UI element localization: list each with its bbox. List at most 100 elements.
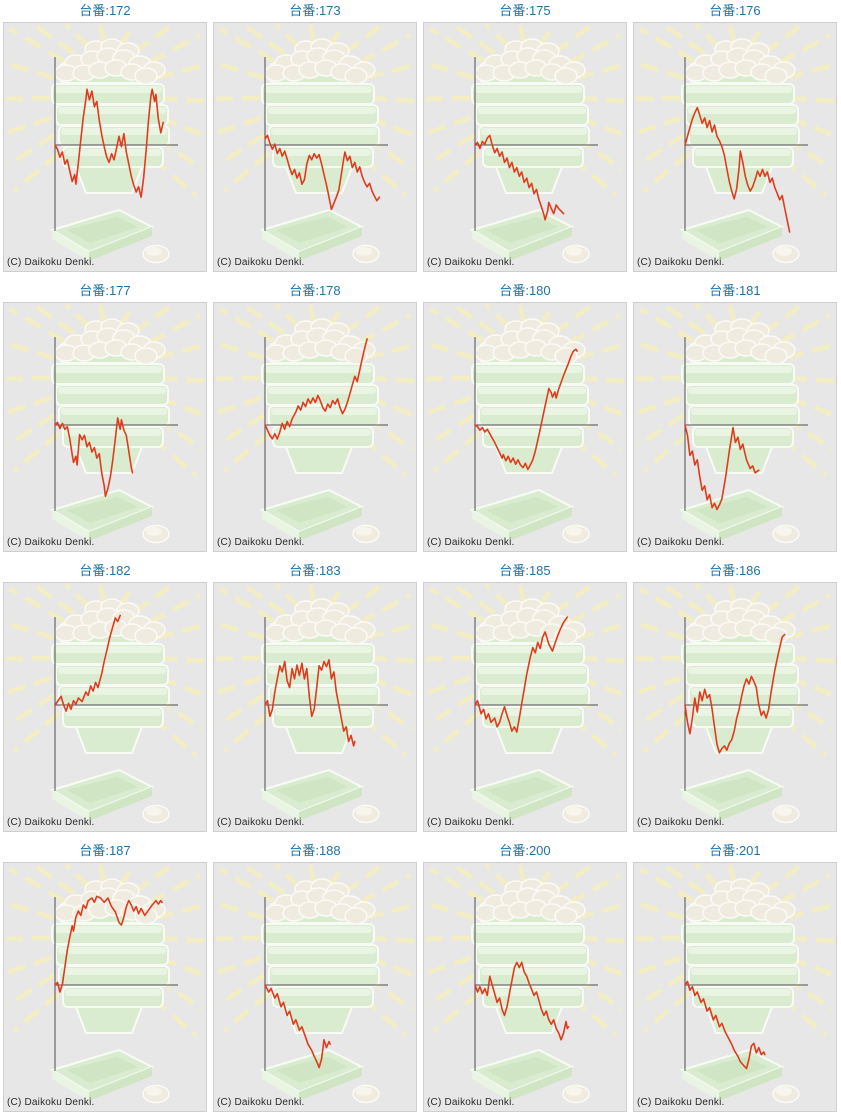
machine-panel: 台番:180 (C) Daikoku Denki.	[420, 280, 630, 560]
slump-graph-canvas	[634, 23, 836, 271]
copyright-label: (C) Daikoku Denki.	[637, 537, 725, 548]
slump-graph-canvas	[214, 303, 416, 551]
pachinko-watermark	[636, 305, 834, 543]
slump-graph-canvas	[634, 583, 836, 831]
copyright-label: (C) Daikoku Denki.	[637, 257, 725, 268]
graph-axes	[474, 897, 598, 1071]
machine-panel: 台番:201 (C) Daikoku Denki.	[630, 840, 840, 1120]
slump-graph: (C) Daikoku Denki.	[633, 862, 837, 1112]
slump-graph-canvas	[4, 863, 206, 1111]
slump-line-series	[54, 417, 134, 498]
copyright-label: (C) Daikoku Denki.	[7, 537, 95, 548]
machine-title[interactable]: 台番:186	[709, 563, 761, 578]
slump-graph: (C) Daikoku Denki.	[423, 862, 627, 1112]
copyright-label: (C) Daikoku Denki.	[637, 817, 725, 828]
machine-panel: 台番:176 (C) Daikoku Denki.	[630, 0, 840, 280]
copyright-label: (C) Daikoku Denki.	[637, 1097, 725, 1108]
machine-title[interactable]: 台番:182	[79, 563, 131, 578]
machine-panel: 台番:182 (C) Daikoku Denki.	[0, 560, 210, 840]
machine-title[interactable]: 台番:185	[499, 563, 551, 578]
slump-line-series	[474, 134, 565, 221]
slump-graph-canvas	[634, 863, 836, 1111]
slump-graph: (C) Daikoku Denki.	[423, 582, 627, 832]
pachinko-watermark	[216, 305, 414, 543]
slump-line-series	[684, 106, 791, 233]
slump-graph-canvas	[424, 863, 626, 1111]
pachinko-watermark	[216, 25, 414, 263]
slump-graph-canvas	[424, 23, 626, 271]
slump-line-series	[264, 338, 368, 440]
slump-graph-canvas	[4, 583, 206, 831]
copyright-label: (C) Daikoku Denki.	[7, 817, 95, 828]
machine-panel: 台番:175 (C) Daikoku Denki.	[420, 0, 630, 280]
slump-graph-canvas	[424, 303, 626, 551]
machine-panel: 台番:172 (C) Daikoku Denki.	[0, 0, 210, 280]
copyright-label: (C) Daikoku Denki.	[217, 537, 305, 548]
slump-graph: (C) Daikoku Denki.	[633, 302, 837, 552]
machine-panel: 台番:177 (C) Daikoku Denki.	[0, 280, 210, 560]
copyright-label: (C) Daikoku Denki.	[217, 817, 305, 828]
slump-line-series	[474, 961, 570, 1041]
machine-title[interactable]: 台番:173	[289, 3, 341, 18]
machine-title[interactable]: 台番:183	[289, 563, 341, 578]
graph-axes	[684, 337, 808, 511]
machine-title[interactable]: 台番:175	[499, 3, 551, 18]
slump-graph: (C) Daikoku Denki.	[633, 22, 837, 272]
slump-graph: (C) Daikoku Denki.	[213, 582, 417, 832]
machine-panel: 台番:185 (C) Daikoku Denki.	[420, 560, 630, 840]
graph-axes	[474, 337, 598, 511]
machine-panel: 台番:181 (C) Daikoku Denki.	[630, 280, 840, 560]
machine-title[interactable]: 台番:172	[79, 3, 131, 18]
slump-graph: (C) Daikoku Denki.	[3, 302, 207, 552]
machine-panel: 台番:200 (C) Daikoku Denki.	[420, 840, 630, 1120]
machine-title[interactable]: 台番:178	[289, 283, 341, 298]
slump-graph: (C) Daikoku Denki.	[3, 862, 207, 1112]
machine-panel: 台番:186 (C) Daikoku Denki.	[630, 560, 840, 840]
slump-graph-canvas	[4, 23, 206, 271]
machine-title[interactable]: 台番:177	[79, 283, 131, 298]
slump-graph-canvas	[634, 303, 836, 551]
slump-graph-canvas	[214, 863, 416, 1111]
copyright-label: (C) Daikoku Denki.	[427, 537, 515, 548]
copyright-label: (C) Daikoku Denki.	[427, 257, 515, 268]
pachinko-watermark	[636, 865, 834, 1103]
slump-line-series	[684, 980, 766, 1070]
copyright-label: (C) Daikoku Denki.	[427, 1097, 515, 1108]
slump-graph-canvas	[424, 583, 626, 831]
slump-graph: (C) Daikoku Denki.	[423, 22, 627, 272]
pachinko-watermark	[426, 865, 624, 1103]
pachinko-watermark	[6, 25, 204, 263]
slump-line-series	[264, 659, 356, 747]
machine-title[interactable]: 台番:176	[709, 3, 761, 18]
machine-panel: 台番:187 (C) Daikoku Denki.	[0, 840, 210, 1120]
machine-title[interactable]: 台番:201	[709, 843, 761, 858]
copyright-label: (C) Daikoku Denki.	[427, 817, 515, 828]
machine-panel: 台番:178 (C) Daikoku Denki.	[210, 280, 420, 560]
slump-graph-canvas	[214, 23, 416, 271]
slump-graph: (C) Daikoku Denki.	[3, 22, 207, 272]
slump-graph-canvas	[214, 583, 416, 831]
slump-line-series	[54, 614, 121, 712]
slump-line-series	[474, 616, 569, 733]
pachinko-watermark	[6, 305, 204, 543]
machine-title[interactable]: 台番:180	[499, 283, 551, 298]
pachinko-watermark	[216, 865, 414, 1103]
slump-line-series	[474, 348, 578, 471]
slump-line-series	[54, 88, 164, 198]
pachinko-watermark	[636, 25, 834, 263]
slump-line-series	[684, 424, 760, 511]
slump-graph: (C) Daikoku Denki.	[633, 582, 837, 832]
machine-title[interactable]: 台番:181	[709, 283, 761, 298]
copyright-label: (C) Daikoku Denki.	[217, 1097, 305, 1108]
machine-panel: 台番:183 (C) Daikoku Denki.	[210, 560, 420, 840]
slump-graph-canvas	[4, 303, 206, 551]
pachinko-watermark	[426, 305, 624, 543]
machine-title[interactable]: 台番:200	[499, 843, 551, 858]
machine-title[interactable]: 台番:188	[289, 843, 341, 858]
pachinko-watermark	[426, 585, 624, 823]
slump-line-series	[264, 984, 331, 1069]
graph-axes	[264, 57, 388, 231]
slump-line-series	[54, 895, 163, 993]
machine-title[interactable]: 台番:187	[79, 843, 131, 858]
slump-line-series	[684, 633, 786, 754]
